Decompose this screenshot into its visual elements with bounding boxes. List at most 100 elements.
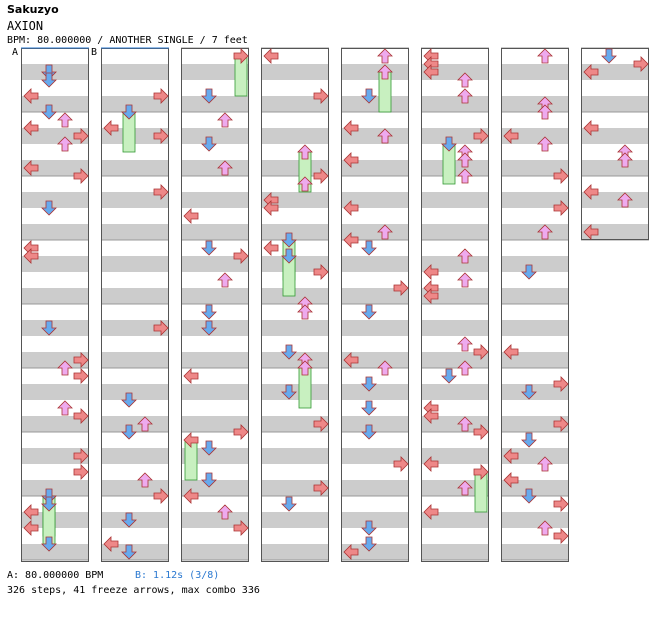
step-arrow bbox=[23, 520, 39, 536]
step-arrow bbox=[361, 424, 377, 440]
step-arrow bbox=[41, 488, 57, 504]
step-arrow bbox=[201, 440, 217, 456]
step-arrow bbox=[473, 344, 489, 360]
step-arrow bbox=[297, 304, 313, 320]
step-arrow bbox=[57, 136, 73, 152]
step-arrow bbox=[457, 416, 473, 432]
step-arrow bbox=[183, 488, 199, 504]
step-arrow bbox=[121, 104, 137, 120]
chart-column bbox=[581, 47, 649, 241]
step-arrow bbox=[41, 496, 57, 512]
step-arrow bbox=[23, 160, 39, 176]
step-arrow bbox=[343, 200, 359, 216]
step-arrow bbox=[73, 352, 89, 368]
step-arrow bbox=[583, 184, 599, 200]
step-arrow bbox=[281, 496, 297, 512]
step-arrow bbox=[297, 176, 313, 192]
step-arrow bbox=[23, 120, 39, 136]
step-arrow bbox=[423, 288, 439, 304]
step-arrow bbox=[217, 272, 233, 288]
step-arrow bbox=[73, 168, 89, 184]
step-arrow bbox=[23, 504, 39, 520]
step-arrow bbox=[121, 424, 137, 440]
step-arrow bbox=[457, 72, 473, 88]
step-arrow bbox=[457, 248, 473, 264]
step-arrow bbox=[137, 416, 153, 432]
step-arrow bbox=[521, 432, 537, 448]
chart-meta: BPM: 80.000000 / ANOTHER SINGLE / 7 feet bbox=[7, 35, 248, 46]
step-arrow bbox=[377, 128, 393, 144]
song-title: AXION bbox=[7, 19, 44, 33]
step-arrow bbox=[553, 168, 569, 184]
bpm-a-label: A: 80.000000 BPM bbox=[7, 570, 104, 581]
step-arrow bbox=[423, 408, 439, 424]
step-arrow bbox=[217, 112, 233, 128]
step-arrow bbox=[201, 304, 217, 320]
step-arrow bbox=[361, 536, 377, 552]
step-arrow bbox=[503, 448, 519, 464]
step-arrow bbox=[537, 456, 553, 472]
chart-column bbox=[341, 47, 409, 562]
step-arrow bbox=[521, 264, 537, 280]
step-arrow bbox=[583, 64, 599, 80]
step-arrow bbox=[521, 488, 537, 504]
step-arrow bbox=[361, 304, 377, 320]
step-arrow bbox=[377, 64, 393, 80]
step-arrow bbox=[73, 448, 89, 464]
step-arrow bbox=[153, 88, 169, 104]
step-arrow bbox=[457, 480, 473, 496]
step-arrow bbox=[503, 128, 519, 144]
step-arrow bbox=[617, 152, 633, 168]
step-arrow bbox=[553, 200, 569, 216]
step-arrow bbox=[583, 224, 599, 240]
bpm-b-label: B: 1.12s (3/8) bbox=[135, 570, 220, 581]
step-arrow bbox=[217, 504, 233, 520]
step-arrow bbox=[57, 360, 73, 376]
marker-b: B bbox=[91, 47, 98, 58]
step-stats: 326 steps, 41 freeze arrows, max combo 3… bbox=[7, 585, 260, 596]
marker-a: A bbox=[12, 47, 19, 58]
step-arrow bbox=[313, 416, 329, 432]
step-arrow bbox=[297, 144, 313, 160]
step-arrow bbox=[537, 224, 553, 240]
step-arrow bbox=[423, 504, 439, 520]
step-arrow bbox=[233, 48, 249, 64]
step-arrow bbox=[457, 360, 473, 376]
step-arrow bbox=[153, 184, 169, 200]
step-arrow bbox=[313, 264, 329, 280]
step-arrow bbox=[233, 520, 249, 536]
step-arrow bbox=[41, 536, 57, 552]
step-arrow bbox=[263, 48, 279, 64]
step-arrow bbox=[153, 128, 169, 144]
step-arrow bbox=[73, 128, 89, 144]
step-arrow bbox=[441, 136, 457, 152]
step-arrow bbox=[153, 488, 169, 504]
step-arrow bbox=[103, 536, 119, 552]
step-arrow bbox=[121, 392, 137, 408]
step-arrow bbox=[423, 64, 439, 80]
step-arrow bbox=[183, 432, 199, 448]
step-arrow bbox=[553, 416, 569, 432]
step-arrow bbox=[41, 320, 57, 336]
chart-column bbox=[21, 47, 89, 562]
step-arrow bbox=[441, 368, 457, 384]
step-arrow bbox=[263, 240, 279, 256]
step-arrow bbox=[233, 424, 249, 440]
step-arrow bbox=[343, 152, 359, 168]
step-arrow bbox=[281, 384, 297, 400]
step-arrow bbox=[503, 472, 519, 488]
step-arrow bbox=[23, 88, 39, 104]
step-arrow bbox=[121, 544, 137, 560]
step-arrow bbox=[553, 376, 569, 392]
step-arrow bbox=[201, 136, 217, 152]
step-arrow bbox=[393, 456, 409, 472]
step-arrow bbox=[537, 136, 553, 152]
step-arrow bbox=[73, 464, 89, 480]
step-arrow bbox=[457, 168, 473, 184]
step-arrow bbox=[281, 248, 297, 264]
step-arrow bbox=[633, 56, 649, 72]
step-arrow bbox=[377, 360, 393, 376]
step-arrow bbox=[313, 480, 329, 496]
step-arrow bbox=[473, 128, 489, 144]
step-arrow bbox=[343, 232, 359, 248]
